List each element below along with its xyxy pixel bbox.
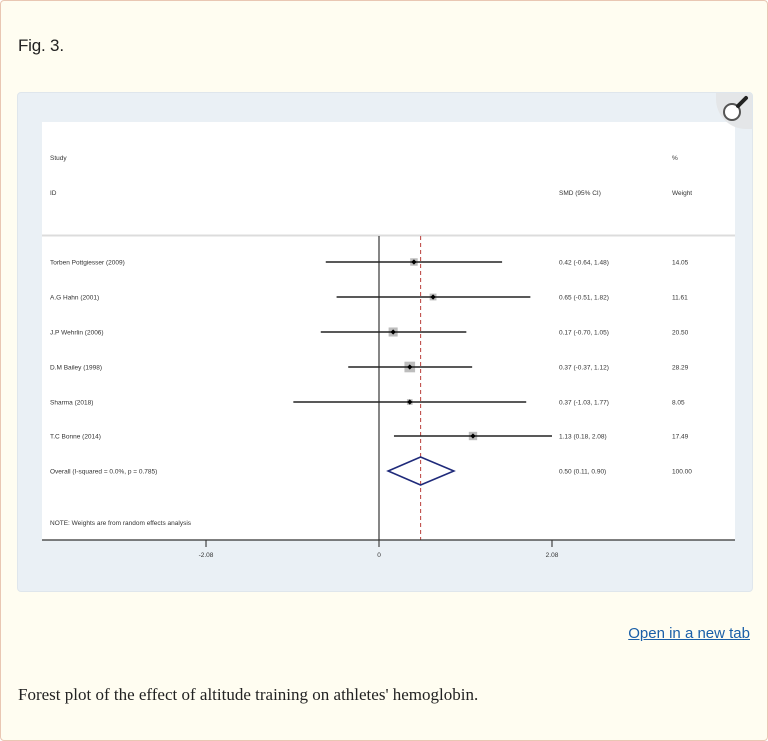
point-estimate-marker — [430, 294, 436, 300]
weight-label: 11.61 — [672, 295, 688, 302]
study-row: T.C Bonne (2014) 1.13 (0.18, 2.08) 17.49 — [50, 431, 689, 441]
x-axis-ticks: -2.08 0 2.08 — [199, 540, 559, 559]
point-estimate-marker — [407, 364, 413, 370]
magnifier-icon — [723, 96, 748, 121]
study-name: Sharma (2018) — [50, 400, 93, 407]
zoom-image-button[interactable] — [716, 93, 752, 129]
plot-background — [42, 122, 735, 540]
header-weight: Weight — [672, 190, 692, 197]
point-estimate-marker — [390, 329, 396, 335]
effect-label: 1.13 (0.18, 2.08) — [559, 434, 607, 441]
weight-label: 20.50 — [672, 330, 689, 337]
study-name: D.M Bailey (1998) — [50, 365, 102, 372]
point-estimate-marker — [407, 399, 413, 405]
study-name: Torben Pottgiesser (2009) — [50, 260, 125, 267]
overall-label: Overall (I-squared = 0.0%, p = 0.785) — [50, 469, 157, 476]
effect-label: 0.17 (-0.70, 1.05) — [559, 330, 609, 337]
study-rows: Torben Pottgiesser (2009) 0.42 (-0.64, 1.… — [50, 258, 689, 441]
figure-caption: Forest plot of the effect of altitude tr… — [18, 685, 479, 704]
open-in-new-tab-link[interactable]: Open in a new tab — [628, 625, 750, 642]
header-id: ID — [50, 190, 57, 197]
header-percent: % — [672, 155, 678, 162]
study-row: Sharma (2018) 0.37 (-1.03, 1.77) 8.05 — [50, 399, 685, 407]
figure-panel[interactable]: Study ID SMD (95% CI) % Weight Torben Po… — [17, 92, 753, 592]
weight-label: 28.29 — [672, 365, 689, 372]
study-row: Torben Pottgiesser (2009) 0.42 (-0.64, 1.… — [50, 258, 689, 267]
study-row: A.G Hahn (2001) 0.65 (-0.51, 1.82) 11.61 — [50, 293, 688, 302]
weight-label: 8.05 — [672, 400, 685, 407]
note-text: NOTE: Weights are from random effects an… — [50, 520, 192, 527]
overall-effect-label: 0.50 (0.11, 0.90) — [559, 469, 606, 476]
point-estimate-marker — [411, 259, 417, 265]
weight-label: 14.05 — [672, 260, 689, 267]
header-study: Study — [50, 155, 67, 162]
x-tick-label: -2.08 — [199, 552, 214, 559]
effect-label: 0.37 (-1.03, 1.77) — [559, 400, 609, 407]
study-name: A.G Hahn (2001) — [50, 295, 99, 302]
overall-weight-label: 100.00 — [672, 469, 692, 476]
study-row: D.M Bailey (1998) 0.37 (-0.37, 1.12) 28.29 — [50, 361, 689, 373]
x-tick-label: 2.08 — [546, 552, 559, 559]
x-tick-label: 0 — [377, 552, 381, 559]
effect-label: 0.42 (-0.64, 1.48) — [559, 260, 609, 267]
figure-label: Fig. 3. — [18, 36, 64, 55]
weight-label: 17.49 — [672, 434, 689, 441]
study-row: J.P Wehrlin (2006) 0.17 (-0.70, 1.05) 20.5… — [50, 327, 689, 337]
forest-plot: Study ID SMD (95% CI) % Weight Torben Po… — [42, 122, 735, 559]
pooled-diamond — [386, 456, 456, 486]
point-estimate-marker — [470, 433, 476, 439]
effect-label: 0.37 (-0.37, 1.12) — [559, 365, 609, 372]
study-name: T.C Bonne (2014) — [50, 434, 101, 441]
effect-label: 0.65 (-0.51, 1.82) — [559, 295, 609, 302]
study-name: J.P Wehrlin (2006) — [50, 330, 104, 337]
header-effect: SMD (95% CI) — [559, 190, 601, 197]
